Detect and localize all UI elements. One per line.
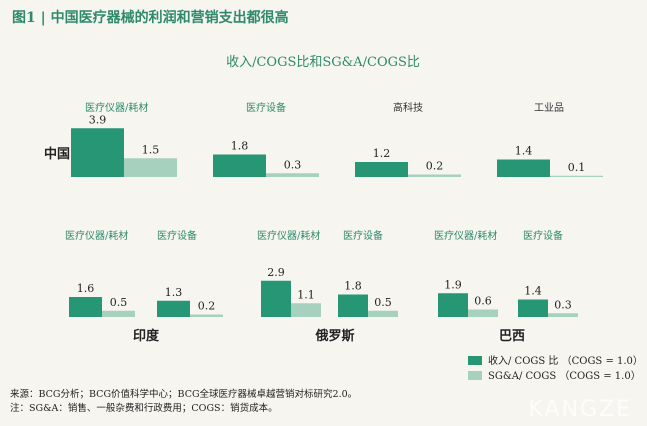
watermark: KANGZE <box>528 397 632 422</box>
data-label: 0.2 <box>426 160 444 173</box>
category-label: 医疗设备 <box>343 229 383 242</box>
category-label: 医疗仪器/耗材 <box>257 229 320 242</box>
data-label: 1.9 <box>444 278 462 291</box>
data-label: 0.2 <box>198 300 216 313</box>
data-label: 1.4 <box>524 285 542 298</box>
bar-revenue-cogs <box>69 297 102 317</box>
bar-sga-cogs <box>102 310 135 317</box>
bar-sga-cogs <box>266 173 319 177</box>
data-label: 0.6 <box>474 295 492 308</box>
bar-sga-cogs <box>291 303 321 317</box>
bar-revenue-cogs <box>355 162 408 177</box>
bar-revenue-cogs <box>213 154 266 177</box>
source-note: 来源：BCG分析；BCG价值科学中心；BCG全球医疗器械卓越营销对标研究2.0。 <box>10 388 357 400</box>
bar-revenue-cogs <box>338 294 368 317</box>
bar-revenue-cogs <box>518 299 548 317</box>
bars-layer: 中国 3.9 1.5 医疗仪器/耗材 1.8 0.3 医疗设备 1.2 0.2 高科技 1.4 0.1… <box>44 101 603 344</box>
country-label: 中国 <box>44 146 70 162</box>
data-label: 3.9 <box>89 113 107 126</box>
category-label: 工业品 <box>534 102 564 114</box>
bar-sga-cogs <box>190 314 223 317</box>
bar-revenue-cogs <box>157 300 190 317</box>
data-label: 1.1 <box>297 288 315 301</box>
data-label: 1.6 <box>77 282 95 295</box>
data-label: 1.2 <box>373 147 391 160</box>
data-label: 2.9 <box>267 266 285 279</box>
category-label: 医疗设备 <box>523 229 563 242</box>
country-label: 俄罗斯 <box>314 328 354 344</box>
bar-revenue-cogs <box>438 293 468 317</box>
data-label: 1.4 <box>515 145 533 158</box>
chart-title: 收入/COGS比和SG&A/COGS比 <box>226 55 420 70</box>
bar-sga-cogs <box>124 158 177 177</box>
bar-revenue-cogs <box>71 128 124 177</box>
bar-revenue-cogs <box>497 159 550 177</box>
bar-sga-cogs <box>368 310 398 317</box>
legend-swatch-series1 <box>468 356 482 365</box>
bar-sga-cogs <box>408 174 461 177</box>
category-label: 医疗设备 <box>157 229 197 242</box>
data-label: 1.8 <box>231 140 249 153</box>
bar-revenue-cogs <box>261 280 291 317</box>
data-label: 0.1 <box>568 161 586 174</box>
category-label: 医疗仪器/耗材 <box>434 229 497 242</box>
bar-sga-cogs <box>548 313 578 317</box>
data-label: 0.3 <box>554 298 572 311</box>
category-label: 医疗仪器/耗材 <box>65 229 128 242</box>
category-label: 高科技 <box>393 101 423 114</box>
data-label: 0.5 <box>374 296 392 309</box>
data-label: 0.3 <box>284 158 302 171</box>
legend-label-series1: 收入/ COGS 比 （COGS = 1.0） <box>488 354 643 367</box>
footnote: 注：SG&A：销售、一般杂费和行政费用；COGS：销货成本。 <box>10 402 278 414</box>
data-label: 1.3 <box>165 286 183 299</box>
legend-swatch-series2 <box>468 371 482 380</box>
bar-sga-cogs <box>468 309 498 317</box>
data-label: 1.5 <box>142 143 160 156</box>
data-label: 1.8 <box>344 280 362 293</box>
category-label: 医疗设备 <box>246 101 286 114</box>
country-label: 巴西 <box>499 329 525 344</box>
country-label: 印度 <box>133 328 160 344</box>
legend-label-series2: SG&A/ COGS （COGS = 1.0） <box>488 370 641 382</box>
legend: 收入/ COGS 比 （COGS = 1.0） SG&A/ COGS （COGS… <box>468 354 643 382</box>
category-label: 医疗仪器/耗材 <box>85 101 148 114</box>
figure-title: 图1 | 中国医疗器械的利润和营销支出都很高 <box>12 9 289 26</box>
bar-sga-cogs <box>550 175 603 177</box>
data-label: 0.5 <box>110 296 128 309</box>
